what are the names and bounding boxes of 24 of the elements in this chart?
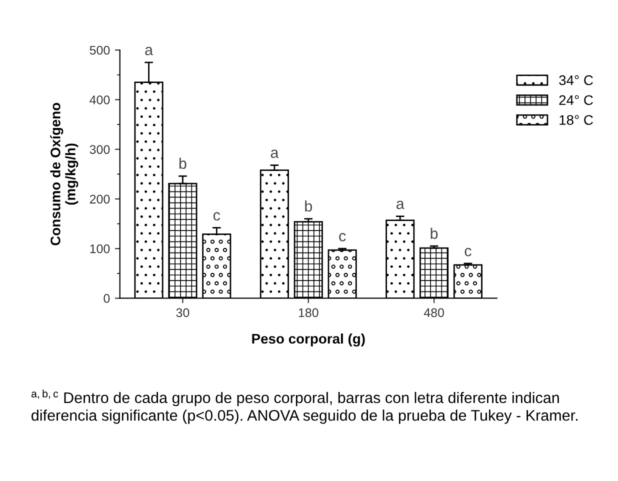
data-label: b [305, 200, 312, 212]
data-label: c [464, 248, 472, 256]
data-label: b [179, 158, 186, 169]
y-tick-label: 200 [90, 194, 110, 204]
data-label: a [270, 150, 279, 158]
y-axis-title: Consumo de Oxígeno (mg/kg/h) [50, 102, 78, 246]
y-tick-label: 0 [104, 294, 110, 303]
data-label: a [396, 200, 404, 210]
y-tick-label: 400 [90, 95, 110, 104]
x-tick-label: 180 [298, 308, 318, 318]
data-label: a [145, 46, 154, 56]
data-label: c [213, 212, 220, 221]
legend-label: 34° C [559, 75, 593, 86]
x-axis-title: Peso corporal (g) [252, 333, 365, 346]
x-tick-label: 30 [176, 308, 190, 318]
x-tick-label: 480 [424, 308, 444, 318]
y-tick-label: 300 [90, 145, 110, 154]
text: $^{a,b,c}$ Dentro de cada grupo de peso corporal, barras con letra diferente indican diferencia significante (p<0.05). ANOVA seguido de la prueba de Tukey - Kramer. [31, 390, 578, 424]
data-label: b [430, 228, 438, 239]
legend-label: 18° C [560, 115, 593, 125]
data-label: c [339, 233, 346, 242]
legend-label: 24° C [559, 95, 593, 106]
y-tick-label: 100 [90, 244, 110, 254]
y-tick-label: 500 [90, 46, 110, 55]
